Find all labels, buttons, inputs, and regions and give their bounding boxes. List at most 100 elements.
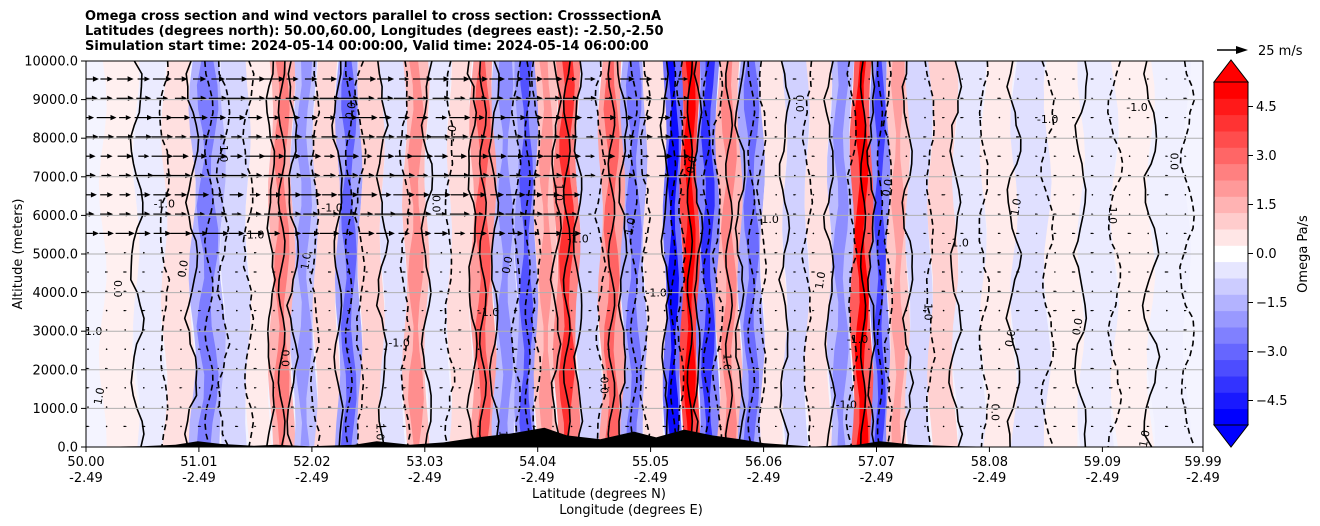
wind-vector-head bbox=[720, 155, 723, 157]
wind-vector-head bbox=[1185, 155, 1187, 157]
wind-vector-head bbox=[162, 290, 165, 292]
wind-vector-head bbox=[556, 76, 563, 82]
wind-vector-head bbox=[516, 271, 518, 273]
wind-vector-head bbox=[537, 76, 544, 82]
wind-vector bbox=[291, 309, 294, 312]
wind-vector-head bbox=[571, 329, 574, 331]
wind-vector-head bbox=[162, 252, 165, 254]
wind-vector bbox=[589, 232, 591, 235]
contour-line bbox=[675, 61, 687, 447]
wind-vector-head bbox=[330, 115, 336, 120]
wind-vector bbox=[459, 348, 461, 351]
wind-vector bbox=[701, 425, 703, 428]
wind-vector-head bbox=[850, 155, 852, 157]
wind-vector-head bbox=[482, 76, 489, 82]
wind-vector-head bbox=[441, 271, 443, 273]
wind-vector-head bbox=[515, 387, 517, 389]
wind-vector-head bbox=[311, 252, 313, 254]
wind-vector-head bbox=[1129, 310, 1131, 312]
wind-vector bbox=[608, 194, 610, 196]
wind-vector-head bbox=[404, 271, 406, 273]
wind-vector-head bbox=[1074, 367, 1076, 370]
wind-vector bbox=[87, 251, 89, 254]
wind-vector bbox=[626, 290, 629, 293]
wind-vector-head bbox=[1036, 425, 1039, 428]
wind-vector-head bbox=[144, 230, 151, 237]
wind-vector-head bbox=[999, 387, 1001, 389]
wind-vector-head bbox=[1036, 252, 1038, 254]
wind-vector bbox=[924, 78, 926, 80]
wind-vector-head bbox=[646, 232, 648, 234]
contour-line bbox=[800, 61, 814, 447]
wind-vector-head bbox=[125, 406, 127, 408]
wind-vector bbox=[422, 348, 424, 351]
wind-vector-head bbox=[88, 425, 90, 428]
wind-vector-head bbox=[981, 78, 983, 80]
wind-vector bbox=[775, 97, 777, 100]
wind-vector bbox=[143, 348, 145, 351]
colorbar-segment bbox=[1214, 261, 1248, 279]
wind-vector-head bbox=[537, 192, 543, 198]
wind-vector-head bbox=[887, 348, 890, 350]
wind-vector-head bbox=[720, 310, 722, 312]
wind-vector-head bbox=[404, 387, 406, 389]
wind-vector-head bbox=[906, 78, 908, 80]
wind-vector-head bbox=[832, 271, 834, 273]
wind-vector-head bbox=[981, 252, 983, 254]
wind-vector bbox=[1184, 174, 1187, 177]
wind-vector-head bbox=[444, 192, 451, 198]
wind-vector-head bbox=[1148, 194, 1150, 196]
wind-vector-head bbox=[776, 310, 778, 312]
wind-vector-head bbox=[999, 136, 1001, 138]
wind-vector-head bbox=[794, 271, 797, 273]
colorbar-segment bbox=[1214, 408, 1248, 426]
wind-vector-head bbox=[906, 290, 908, 292]
wind-vector-head bbox=[627, 271, 630, 273]
wind-vector bbox=[701, 174, 703, 177]
wind-vector bbox=[998, 116, 1001, 119]
wind-vector bbox=[161, 348, 164, 351]
wind-vector-head bbox=[329, 252, 332, 254]
wind-vector-head bbox=[202, 230, 209, 237]
wind-vector-head bbox=[107, 192, 113, 198]
wind-vector-head bbox=[720, 348, 722, 350]
wind-vector bbox=[143, 406, 145, 408]
wind-vector-head bbox=[962, 309, 964, 312]
wind-vector-head bbox=[1185, 290, 1187, 292]
wind-vector bbox=[701, 271, 703, 273]
wind-vector bbox=[701, 329, 703, 331]
wind-vector-head bbox=[295, 153, 302, 159]
wind-vector-head bbox=[869, 406, 871, 408]
x-tick-label-lat: 58.08 bbox=[971, 455, 1008, 470]
wind-vector-head bbox=[106, 252, 109, 254]
wind-vector bbox=[477, 348, 480, 351]
wind-vector bbox=[1166, 329, 1168, 331]
wind-vector-head bbox=[925, 252, 927, 254]
wind-vector-head bbox=[181, 329, 183, 331]
wind-vector-head bbox=[1129, 368, 1131, 369]
wind-vector bbox=[1035, 174, 1038, 177]
wind-vector-head bbox=[1129, 271, 1131, 273]
y-tick-label: 0.0 bbox=[57, 441, 78, 456]
wind-vector-head bbox=[702, 387, 704, 389]
wind-vector bbox=[831, 194, 833, 196]
wind-vector-head bbox=[480, 192, 487, 198]
wind-vector bbox=[868, 251, 870, 254]
y-tick-label: 1000.0 bbox=[33, 402, 79, 417]
wind-vector-head bbox=[757, 174, 759, 177]
wind-vector-head bbox=[739, 194, 741, 196]
wind-vector-head bbox=[1018, 290, 1020, 292]
wind-vector bbox=[942, 213, 945, 215]
wind-vector-head bbox=[367, 271, 369, 273]
wind-vector-head bbox=[999, 213, 1001, 215]
wind-vector-head bbox=[795, 194, 797, 196]
wind-vector-head bbox=[1148, 425, 1150, 427]
wind-vector bbox=[1147, 232, 1149, 235]
wind-vector-head bbox=[702, 232, 704, 235]
wind-vector-head bbox=[702, 309, 704, 312]
wind-vector-head bbox=[165, 230, 172, 237]
wind-vector-head bbox=[887, 310, 890, 312]
wind-vector bbox=[663, 290, 666, 293]
wind-vector bbox=[366, 309, 368, 312]
wind-vector-head bbox=[144, 425, 146, 428]
